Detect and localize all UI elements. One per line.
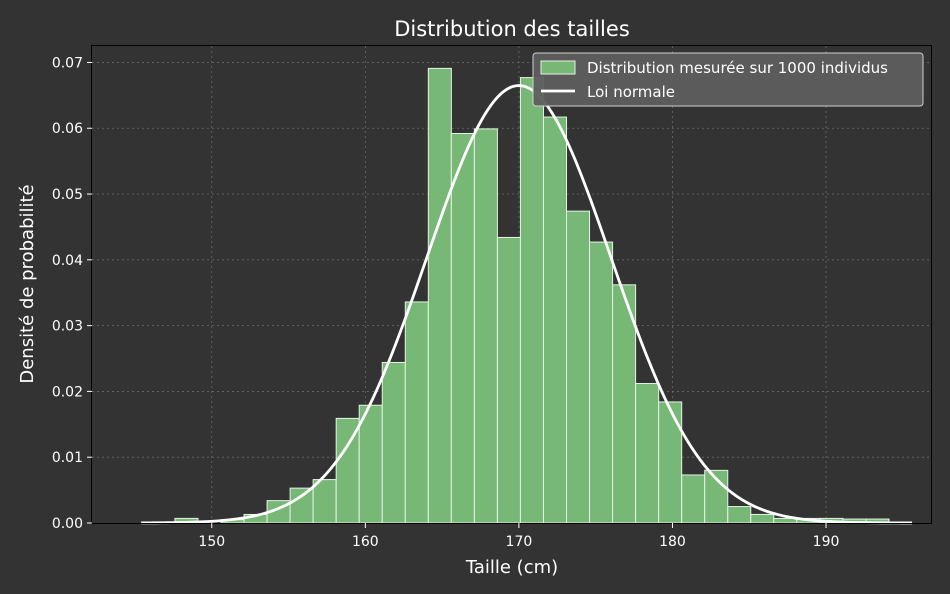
y-tick-label: 0.02 xyxy=(52,384,83,400)
y-tick-label: 0.00 xyxy=(52,516,83,532)
y-tick-label: 0.04 xyxy=(52,253,83,269)
legend-label-histogram: Distribution mesurée sur 1000 individus xyxy=(587,59,888,77)
y-axis-ticks: 0.00 0.01 0.02 0.03 0.04 0.05 0.06 0.07 xyxy=(52,55,92,532)
x-tick-label: 150 xyxy=(198,534,225,550)
histogram-bar xyxy=(404,301,429,524)
x-axis-label: Taille (cm) xyxy=(465,557,558,578)
y-tick-label: 0.05 xyxy=(52,187,83,203)
x-axis-ticks: 150 160 170 180 190 xyxy=(198,523,839,550)
histogram-bar xyxy=(312,479,337,524)
legend-box xyxy=(532,52,924,107)
histogram-bar xyxy=(542,116,568,524)
histogram-bar xyxy=(681,474,706,524)
normal-curve-line xyxy=(141,84,913,525)
chart-title: Distribution des tailles xyxy=(394,17,630,41)
y-tick-label: 0.07 xyxy=(52,55,83,71)
legend: Distribution mesurée sur 1000 individus … xyxy=(532,52,924,107)
x-tick-label: 180 xyxy=(659,534,686,550)
histogram-bar xyxy=(381,361,406,524)
histogram-bar xyxy=(750,513,775,524)
histogram-bar xyxy=(658,401,683,524)
y-axis-label: Densité de probabilité xyxy=(17,184,38,383)
histogram-bar xyxy=(519,77,544,524)
x-tick-label: 160 xyxy=(352,534,379,550)
x-tick-label: 170 xyxy=(506,534,533,550)
legend-label-normal-curve: Loi normale xyxy=(587,83,675,101)
histogram-bar xyxy=(473,128,498,524)
legend-swatch-histogram xyxy=(540,60,576,75)
histogram-bar xyxy=(635,383,660,524)
histogram-bar xyxy=(566,210,591,524)
y-tick-label: 0.03 xyxy=(52,319,83,335)
histogram-bar xyxy=(358,404,383,524)
histogram-bar xyxy=(496,236,521,524)
histogram-bar xyxy=(589,241,614,524)
histogram-bar xyxy=(450,133,475,524)
x-tick-label: 190 xyxy=(813,534,840,550)
histogram-bar xyxy=(289,487,314,524)
histogram-bar xyxy=(427,67,452,524)
histogram-bar xyxy=(727,506,752,524)
y-tick-label: 0.01 xyxy=(52,450,83,466)
y-tick-label: 0.06 xyxy=(52,121,83,137)
plot-area-frame xyxy=(91,45,932,524)
